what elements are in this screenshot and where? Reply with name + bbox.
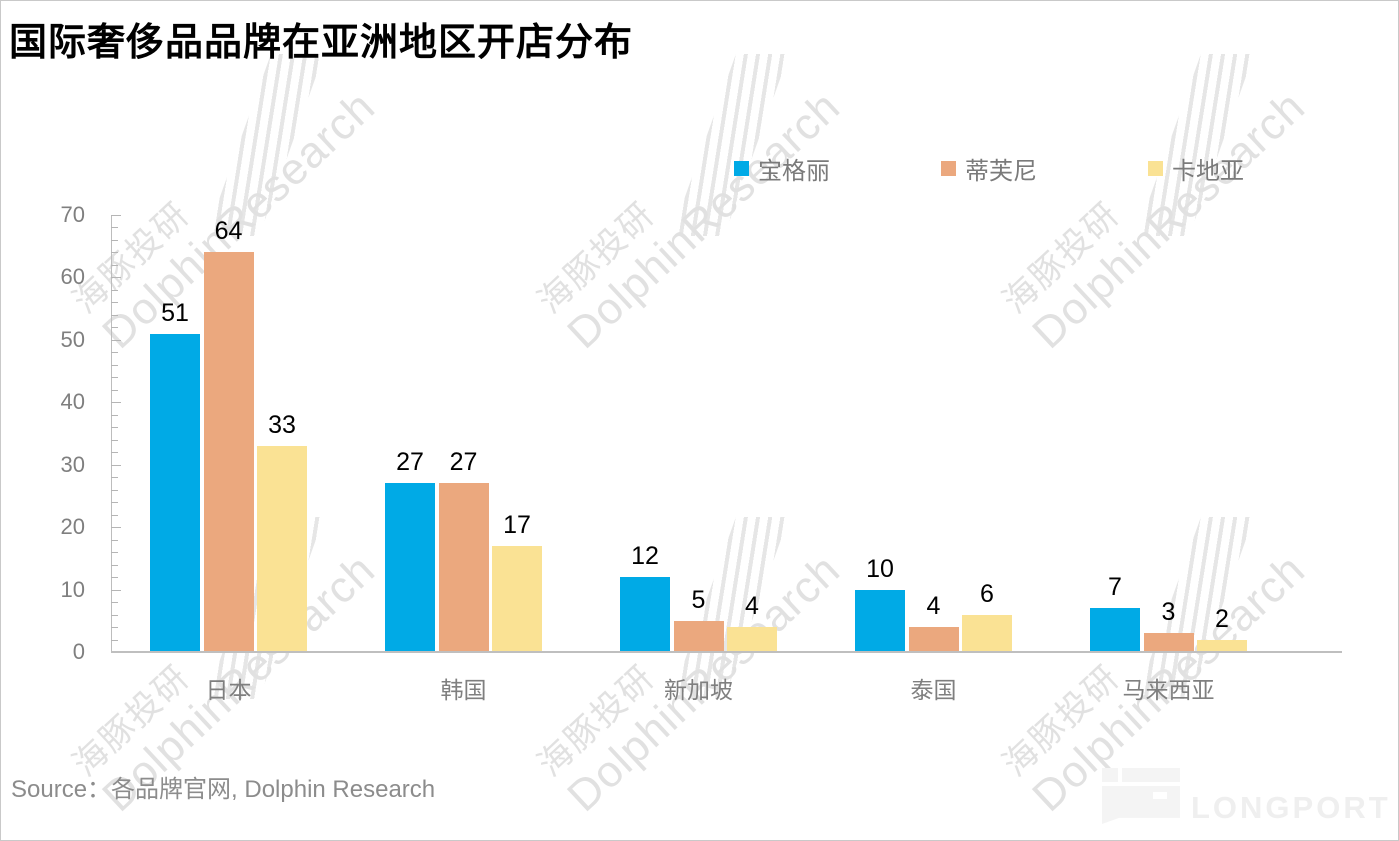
y-axis-minor-tick <box>111 414 118 416</box>
y-axis-minor-tick <box>111 389 118 391</box>
bar-value-label: 64 <box>214 217 243 246</box>
legend-swatch-icon <box>941 161 956 176</box>
longport-logo-icon <box>1153 792 1167 799</box>
y-axis-minor-tick <box>111 327 118 329</box>
y-axis-minor-tick <box>111 264 118 266</box>
y-tick-label: 40 <box>60 389 85 415</box>
y-axis-major-tick <box>111 527 121 529</box>
y-axis-minor-tick <box>111 627 118 629</box>
bar <box>1090 608 1140 652</box>
y-axis-minor-tick <box>111 352 118 354</box>
y-axis-minor-tick <box>111 602 118 604</box>
y-axis-minor-tick <box>111 564 118 566</box>
legend-item: 蒂芙尼 <box>941 151 1037 186</box>
y-axis-line <box>111 215 112 652</box>
bar <box>1143 633 1194 652</box>
bar-value-label: 27 <box>396 448 424 477</box>
longport-logo-icon <box>1102 768 1118 782</box>
y-axis-major-tick <box>111 402 121 404</box>
y-axis-minor-tick <box>111 227 118 229</box>
bar-value-label: 7 <box>1108 573 1122 602</box>
y-axis-major-tick <box>111 589 121 591</box>
bar-value-label: 2 <box>1215 604 1229 633</box>
y-axis-minor-tick <box>111 439 118 441</box>
bar <box>492 545 542 652</box>
y-tick-label: 50 <box>60 326 85 352</box>
y-axis-major-tick <box>111 215 121 216</box>
x-axis-line <box>111 651 1342 653</box>
legend-swatch-icon <box>734 161 749 176</box>
y-axis-major-tick <box>111 339 121 341</box>
bar <box>727 627 777 652</box>
y-axis-minor-tick <box>111 577 118 579</box>
longport-logo-text: LONGPORT <box>1191 790 1391 825</box>
y-axis-minor-tick <box>111 314 118 316</box>
bar-value-label: 12 <box>631 542 659 571</box>
y-tick-label: 30 <box>60 451 85 477</box>
y-axis-minor-tick <box>111 552 118 554</box>
bar <box>620 577 670 652</box>
category-label: 新加坡 <box>664 677 733 703</box>
chart-title: 国际奢侈品品牌在亚洲地区开店分布 <box>9 22 634 64</box>
longport-logo-icon <box>1102 786 1180 824</box>
y-axis-minor-tick <box>111 427 118 429</box>
bar-value-label: 33 <box>268 410 296 439</box>
category-label: 日本 <box>205 677 252 703</box>
y-axis-minor-tick <box>111 502 118 504</box>
bar-value-label: 4 <box>745 592 759 621</box>
legend-swatch-icon <box>1148 161 1163 176</box>
legend-label: 宝格丽 <box>758 158 830 185</box>
source-note: Source：各品牌官网, Dolphin Research <box>11 776 436 803</box>
bar <box>962 614 1012 652</box>
bar-value-label: 17 <box>503 510 531 539</box>
y-axis-minor-tick <box>111 614 118 616</box>
bar-value-label: 27 <box>449 448 478 477</box>
y-tick-label: 0 <box>72 639 85 664</box>
y-axis-minor-tick <box>111 477 118 479</box>
y-axis-minor-tick <box>111 302 118 304</box>
bar <box>673 620 724 652</box>
bar-value-label: 6 <box>980 579 994 608</box>
bar <box>908 627 959 652</box>
y-axis-minor-tick <box>111 364 118 366</box>
y-axis-minor-tick <box>111 452 118 454</box>
y-axis-minor-tick <box>111 239 118 241</box>
y-axis-major-tick <box>111 277 121 279</box>
y-axis-major-tick <box>111 464 121 466</box>
y-axis-minor-tick <box>111 289 118 291</box>
y-axis-minor-tick <box>111 639 118 641</box>
bar <box>257 445 307 652</box>
y-tick-label: 70 <box>60 202 85 227</box>
bar-value-label: 10 <box>866 554 894 583</box>
legend-label: 蒂芙尼 <box>965 158 1037 185</box>
y-tick-label: 10 <box>60 576 85 602</box>
y-tick-label: 20 <box>60 514 85 540</box>
bar <box>438 483 489 652</box>
y-axis-minor-tick <box>111 377 118 379</box>
y-axis-minor-tick <box>111 539 118 541</box>
bar <box>150 333 200 652</box>
bar-value-label: 4 <box>926 592 941 621</box>
bar <box>203 252 254 652</box>
y-axis-minor-tick <box>111 514 118 516</box>
longport-logo-icon <box>1122 768 1180 782</box>
bar <box>855 589 905 652</box>
legend-item: 卡地亚 <box>1148 151 1244 186</box>
bar-value-label: 51 <box>161 298 189 327</box>
y-tick-label: 60 <box>60 264 85 290</box>
legend-item: 宝格丽 <box>734 151 830 186</box>
y-axis-minor-tick <box>111 489 118 491</box>
bar <box>385 483 435 652</box>
category-label: 泰国 <box>910 677 957 703</box>
y-axis-minor-tick <box>111 252 118 254</box>
category-label: 马来西亚 <box>1122 677 1215 703</box>
category-label: 韩国 <box>440 677 487 703</box>
legend-label: 卡地亚 <box>1172 158 1244 185</box>
